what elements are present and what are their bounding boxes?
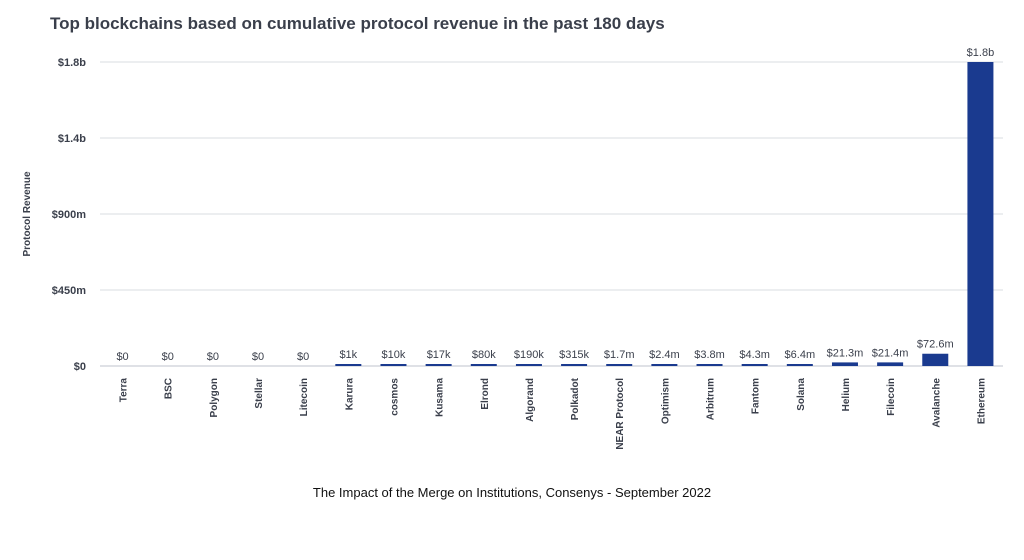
x-tick-label: Polygon <box>209 378 220 417</box>
x-tick-label: Litecoin <box>299 378 310 416</box>
bar <box>470 364 497 366</box>
bar <box>380 364 407 366</box>
bar-value-label: $21.3m <box>827 347 864 359</box>
bar <box>786 364 813 366</box>
bar-value-label: $17k <box>427 349 451 361</box>
x-tick-label: Ethereum <box>976 378 987 424</box>
x-tick-label: Stellar <box>254 378 265 409</box>
x-tick-label: Kusama <box>435 378 446 417</box>
x-tick-label: Arbitrum <box>706 378 717 420</box>
x-tick-label: Karura <box>344 378 355 411</box>
y-axis-title: Protocol Revenue <box>22 171 33 256</box>
bar-value-label: $80k <box>472 349 496 361</box>
x-tick-label: Helium <box>841 378 852 411</box>
x-tick-label: Polkadot <box>570 377 581 420</box>
bar-value-label: $1.8b <box>967 47 995 59</box>
source-caption: The Impact of the Merge on Institutions,… <box>312 485 712 500</box>
bar-value-label: $21.4m <box>872 347 909 359</box>
y-tick-label: $900m <box>52 209 86 221</box>
bar-value-label: $4.3m <box>739 349 770 361</box>
bar <box>741 364 768 366</box>
x-tick-label: Terra <box>119 378 130 403</box>
bar <box>967 62 994 366</box>
bar <box>922 353 949 366</box>
bar-value-label: $0 <box>207 351 219 363</box>
x-tick-label: Optimism <box>660 378 671 424</box>
bar-value-label: $72.6m <box>917 339 954 351</box>
bar <box>651 364 678 366</box>
bar-value-label: $0 <box>297 351 309 363</box>
bar <box>335 364 362 366</box>
bar-value-label: $315k <box>559 349 589 361</box>
bar <box>877 362 904 366</box>
bar <box>831 362 858 366</box>
bar-value-label: $2.4m <box>649 349 680 361</box>
bar <box>425 364 452 366</box>
bar-value-label: $1.7m <box>604 349 635 361</box>
x-tick-label: Avalanche <box>931 378 942 428</box>
chart-title: Top blockchains based on cumulative prot… <box>50 14 665 33</box>
x-tick-label: Algorand <box>525 378 536 422</box>
x-tick-label: Fantom <box>751 378 762 414</box>
bar-value-label: $0 <box>116 351 128 363</box>
bar-value-label: $10k <box>382 349 406 361</box>
x-tick-label: BSC <box>164 378 175 399</box>
bar-value-label: $190k <box>514 349 544 361</box>
bar <box>606 364 633 366</box>
bar-value-label: $0 <box>162 351 174 363</box>
x-tick-label: Solana <box>796 378 807 411</box>
bar-value-label: $3.8m <box>694 349 725 361</box>
x-tick-label: Filecoin <box>886 378 897 416</box>
x-tick-label: cosmos <box>389 378 400 416</box>
bar-chart: $0 $450m $900m $1.4b $1.8b Protocol Revenue $0… <box>22 47 1003 450</box>
y-tick-label: $1.4b <box>58 133 86 145</box>
bar-value-label: $1k <box>339 349 357 361</box>
y-tick-label: $0 <box>74 361 86 373</box>
x-tick-label: NEAR Protocol <box>615 378 626 450</box>
y-tick-label: $450m <box>52 285 86 297</box>
bar <box>515 364 542 366</box>
bar-value-label: $0 <box>252 351 264 363</box>
x-tick-label: Elrond <box>480 378 491 410</box>
bar <box>561 364 588 366</box>
y-tick-label: $1.8b <box>58 57 86 69</box>
bar-value-label: $6.4m <box>785 349 816 361</box>
bar <box>696 364 723 366</box>
